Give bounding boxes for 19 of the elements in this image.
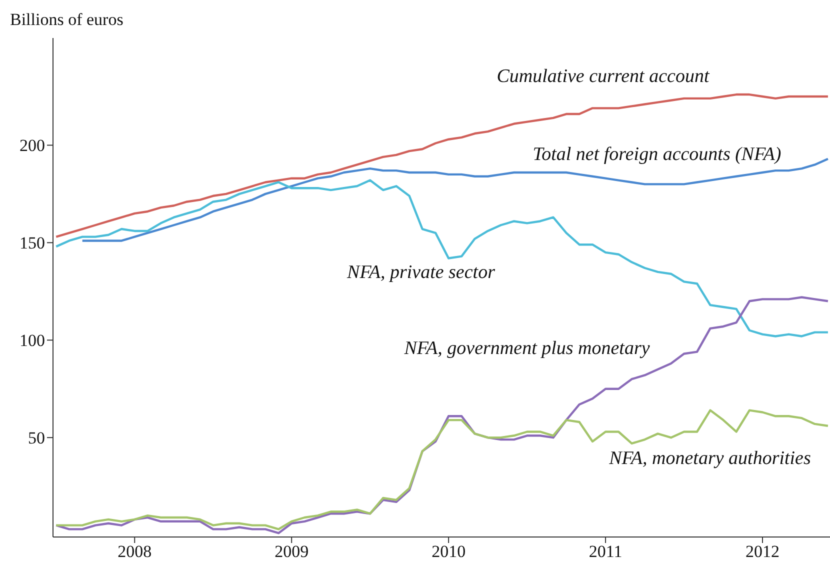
series-label: NFA, private sector bbox=[346, 262, 496, 283]
y-tick-label: 150 bbox=[20, 234, 45, 253]
series-label: NFA, government plus monetary bbox=[403, 338, 650, 359]
series-label: Total net foreign accounts (NFA) bbox=[532, 144, 782, 165]
line-series bbox=[55, 296, 830, 534]
line-series bbox=[55, 409, 830, 530]
x-tick-label: 2011 bbox=[588, 542, 622, 562]
line-series bbox=[55, 93, 830, 238]
series-label: Cumulative current account bbox=[496, 66, 710, 87]
x-tick-label: 2008 bbox=[118, 542, 152, 562]
y-axis-title: Billions of euros bbox=[10, 10, 124, 29]
x-tick-label: 2012 bbox=[746, 542, 780, 562]
x-tick-label: 2009 bbox=[274, 542, 309, 562]
series-label: NFA, monetary authorities bbox=[608, 448, 811, 469]
line-series bbox=[55, 179, 830, 338]
y-tick-label: 50 bbox=[28, 428, 45, 448]
y-tick-label: 200 bbox=[20, 136, 45, 156]
y-tick-label: 100 bbox=[20, 331, 45, 350]
x-tick-label: 2010 bbox=[432, 542, 466, 562]
